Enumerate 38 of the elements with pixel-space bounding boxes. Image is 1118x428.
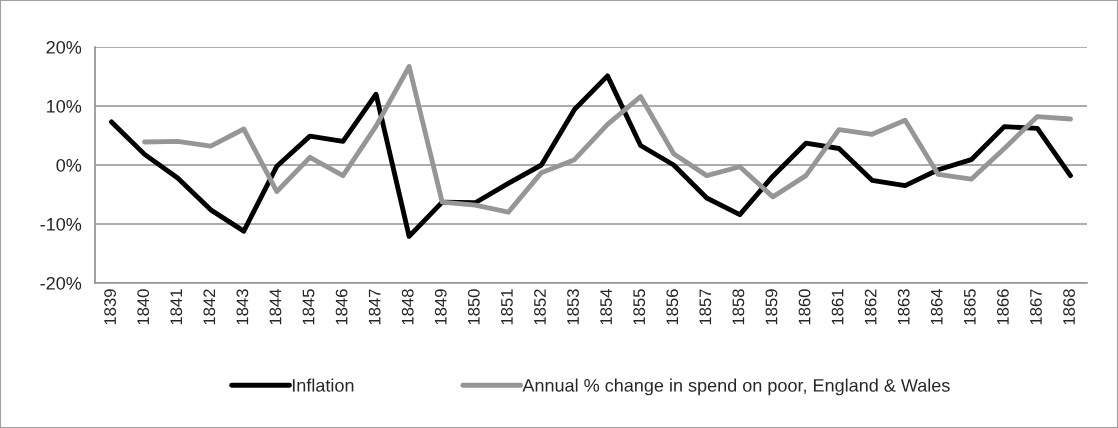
x-tick-label: 1840 xyxy=(137,289,150,325)
x-tick-label: 1864 xyxy=(930,289,943,325)
x-tick-label: 1842 xyxy=(203,289,216,325)
x-tick-label: 1854 xyxy=(600,289,613,325)
y-tick-label: -10% xyxy=(40,217,82,231)
x-tick-label: 1865 xyxy=(963,289,976,325)
x-tick-label: 1855 xyxy=(633,289,646,325)
line-series xyxy=(109,73,1073,239)
x-tick-label: 1868 xyxy=(1063,289,1075,325)
x-tick-label: 1846 xyxy=(335,289,348,325)
x-tick-label: 1861 xyxy=(831,289,844,325)
x-tick-label: 1858 xyxy=(732,289,745,325)
x-tick-label: 1843 xyxy=(236,289,249,325)
x-tick-label: 1851 xyxy=(501,289,513,325)
legend-label: Annual % change in spend on poor, England & Wales xyxy=(522,378,950,396)
x-tick-label: 1845 xyxy=(302,289,315,325)
x-tick-label: 1848 xyxy=(401,289,414,325)
x-tick-label: 1844 xyxy=(269,289,282,325)
y-tick-label: 10% xyxy=(47,99,82,113)
x-tick-label: 1850 xyxy=(467,289,480,325)
x-tick-label: 1860 xyxy=(798,289,811,325)
y-tick-label: 0% xyxy=(56,158,82,172)
x-tick-label: 1857 xyxy=(699,289,712,325)
x-tick-label: 1866 xyxy=(997,289,1009,325)
x-tick-label: 1852 xyxy=(534,289,546,325)
x-tick-label: 1849 xyxy=(434,289,447,325)
legend-label: Inflation xyxy=(292,378,354,392)
x-tick-label: 1839 xyxy=(104,289,117,325)
x-tick-label: 1867 xyxy=(1030,289,1042,325)
x-tick-label: 1859 xyxy=(765,289,778,325)
x-tick-label: 1863 xyxy=(897,289,910,325)
y-tick-label: 20% xyxy=(46,40,82,54)
x-tick-label: 1853 xyxy=(567,289,579,325)
x-tick-label: 1856 xyxy=(666,289,679,325)
y-tick-label: -20% xyxy=(40,276,82,290)
x-tick-label: 1847 xyxy=(368,289,381,325)
x-tick-label: 1862 xyxy=(864,289,877,325)
x-tick-label: 1841 xyxy=(170,289,183,325)
